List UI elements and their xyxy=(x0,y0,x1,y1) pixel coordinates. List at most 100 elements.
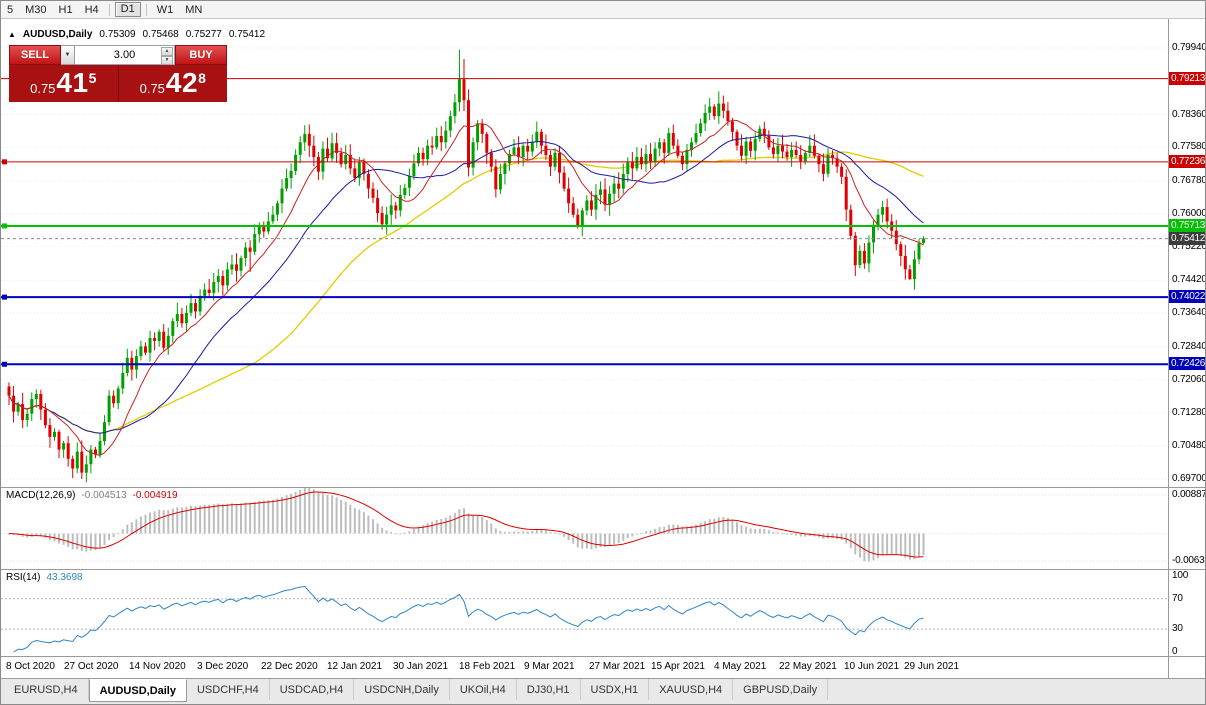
macd-label: MACD(12,26,9) -0.004513 -0.004919 xyxy=(6,490,178,501)
chart-tab-dj30[interactable]: DJ30,H1 xyxy=(517,679,581,700)
lot-size-input[interactable]: 3.00 ▲ ▼ xyxy=(75,45,175,65)
price-tick-label: 0.78360 xyxy=(1172,108,1206,120)
price-axis-divider xyxy=(1168,19,1169,678)
tf-button-w1[interactable]: W1 xyxy=(156,3,174,16)
price-tick-label: 0.72840 xyxy=(1172,340,1206,352)
current-price-badge: 0.75412 xyxy=(1169,231,1206,245)
price-tick-label: 0.72060 xyxy=(1172,373,1206,385)
price-tick-label: 0.73640 xyxy=(1172,307,1206,319)
rsi-label: RSI(14) 43.3698 xyxy=(6,572,83,583)
date-tick-label: 9 Mar 2021 xyxy=(524,661,575,672)
price-tick-label: 0.75220 xyxy=(1172,240,1206,252)
level-price-badge: 0.77236 xyxy=(1169,154,1206,168)
price-tick-label: 0.74420 xyxy=(1172,274,1206,286)
date-tick-label: 14 Nov 2020 xyxy=(129,661,186,672)
buy-price-point: 8 xyxy=(198,70,206,86)
macd-main-value: -0.004513 xyxy=(81,490,127,501)
price-tick-label: 0.69700 xyxy=(1172,473,1206,484)
date-tick-label: 8 Oct 2020 xyxy=(6,661,55,672)
tf-button-h4[interactable]: H4 xyxy=(84,3,99,16)
order-type-dropdown-icon[interactable]: ▼ xyxy=(61,45,75,65)
price-tick-label: 0.77580 xyxy=(1172,141,1206,153)
buy-button[interactable]: BUY xyxy=(175,45,227,65)
rsi-axis-tick: 70 xyxy=(1172,592,1183,604)
ohlc-close: 0.75412 xyxy=(228,29,266,40)
rsi-axis-tick: 30 xyxy=(1172,623,1183,635)
tf-button-m30[interactable]: M30 xyxy=(25,3,47,16)
sell-price-point: 5 xyxy=(88,70,97,86)
ohlc-low: 0.75277 xyxy=(185,29,222,40)
tf-button-m15-partial[interactable]: 5 xyxy=(7,3,14,16)
macd-rsi-divider[interactable] xyxy=(1,569,1205,570)
date-tick-label: 18 Feb 2021 xyxy=(459,661,516,672)
lot-increase-button[interactable]: ▲ xyxy=(161,47,173,56)
chart-tab-bar: EURUSD,H4 AUDUSD,Daily USDCHF,H4 USDCAD,H4 U… xyxy=(1,678,1205,704)
ohlc-high: 0.75468 xyxy=(142,29,179,40)
date-tick-label: 10 Jun 2021 xyxy=(844,661,900,672)
chart-tab-gbpusd[interactable]: GBPUSD,Daily xyxy=(733,679,829,700)
main-price-chart[interactable] xyxy=(1,19,1168,487)
rsi-name: RSI(14) xyxy=(6,572,41,583)
level-price-badge: 0.75713 xyxy=(1169,218,1206,232)
macd-signal-value: -0.004919 xyxy=(132,490,178,501)
date-tick-label: 22 Dec 2020 xyxy=(261,661,318,672)
rsi-dates-divider xyxy=(1,656,1205,657)
tf-button-d1[interactable]: D1 xyxy=(114,2,141,17)
date-tick-label: 3 Dec 2020 xyxy=(197,661,249,672)
chart-tab-ukoil[interactable]: UKOil,H4 xyxy=(450,679,517,700)
price-tick-label: 0.79940 xyxy=(1172,42,1206,54)
level-price-badge: 0.79213 xyxy=(1169,71,1206,85)
price-tick-label: 0.71280 xyxy=(1172,406,1206,418)
chart-tab-usdx[interactable]: USDX,H1 xyxy=(581,679,650,700)
tf-button-h1[interactable]: H1 xyxy=(58,3,73,16)
date-tick-label: 27 Oct 2020 xyxy=(64,661,119,672)
date-tick-label: 30 Jan 2021 xyxy=(393,661,449,672)
buy-price-prefix: 0.75 xyxy=(139,81,165,96)
level-price-badge: 0.72426 xyxy=(1169,357,1206,371)
chart-tab-usdcnh[interactable]: USDCNH,Daily xyxy=(354,679,450,700)
chart-symbol-label: AUDUSD,Daily xyxy=(22,29,93,40)
rsi-axis-tick: 0 xyxy=(1172,645,1178,657)
sell-price-pips: 41 xyxy=(56,67,89,98)
main-macd-divider[interactable] xyxy=(1,487,1205,488)
date-axis[interactable]: 8 Oct 2020 27 Oct 2020 14 Nov 2020 3 Dec 20… xyxy=(1,657,1168,678)
one-click-top-row: SELL ▼ 3.00 ▲ ▼ BUY xyxy=(9,45,227,65)
buy-price-button[interactable]: 0.75 42 8 xyxy=(118,65,227,102)
chart-tab-eurusd[interactable]: EURUSD,H4 xyxy=(4,679,89,700)
date-tick-label: 22 May 2021 xyxy=(779,661,837,672)
toolbar-separator xyxy=(108,3,110,16)
chart-tab-audusd[interactable]: AUDUSD,Daily xyxy=(88,679,187,702)
one-click-price-row: 0.75 41 5 0.75 42 8 xyxy=(9,65,227,102)
sell-button[interactable]: SELL xyxy=(9,45,61,65)
chart-tab-usdcad[interactable]: USDCAD,H4 xyxy=(270,679,355,700)
rsi-axis-tick: 100 xyxy=(1172,570,1189,581)
macd-panel[interactable] xyxy=(1,488,1168,569)
sell-price-prefix: 0.75 xyxy=(30,81,56,96)
chart-ohlc-header: ▲ AUDUSD,Daily 0.75309 0.75468 0.75277 0… xyxy=(8,29,265,40)
ohlc-open: 0.75309 xyxy=(99,29,136,40)
date-tick-label: 12 Jan 2021 xyxy=(327,661,383,672)
toolbar-separator xyxy=(145,3,147,16)
macd-name: MACD(12,26,9) xyxy=(6,490,76,501)
chart-tab-usdchf[interactable]: USDCHF,H4 xyxy=(187,679,270,700)
date-tick-label: 27 Mar 2021 xyxy=(589,661,646,672)
one-click-collapse-icon[interactable]: ▲ xyxy=(8,30,16,39)
one-click-trading-panel: SELL ▼ 3.00 ▲ ▼ BUY 0.75 41 5 0.75 42 8 xyxy=(9,45,227,102)
price-tick-label: 0.70480 xyxy=(1172,440,1206,452)
level-price-badge: 0.74022 xyxy=(1169,290,1206,304)
date-tick-label: 4 May 2021 xyxy=(714,661,767,672)
lot-size-value: 3.00 xyxy=(113,49,136,61)
buy-price-pips: 42 xyxy=(165,67,199,98)
price-axis[interactable]: 0.79940 0.78360 0.77580 0.76780 0.76000 0.752… xyxy=(1169,19,1206,678)
lot-decrease-button[interactable]: ▼ xyxy=(161,56,173,65)
rsi-panel[interactable] xyxy=(1,570,1168,656)
date-tick-label: 15 Apr 2021 xyxy=(651,661,705,672)
timeframe-toolbar: 5 M30 H1 H4 D1 W1 MN xyxy=(1,1,1205,19)
rsi-value: 43.3698 xyxy=(46,572,83,583)
macd-axis-max: 0.008871 xyxy=(1172,488,1205,500)
chart-tab-xauusd[interactable]: XAUUSD,H4 xyxy=(649,679,734,700)
lot-spinner: ▲ ▼ xyxy=(161,47,173,65)
tf-button-mn[interactable]: MN xyxy=(185,3,203,16)
sell-price-button[interactable]: 0.75 41 5 xyxy=(9,65,119,102)
